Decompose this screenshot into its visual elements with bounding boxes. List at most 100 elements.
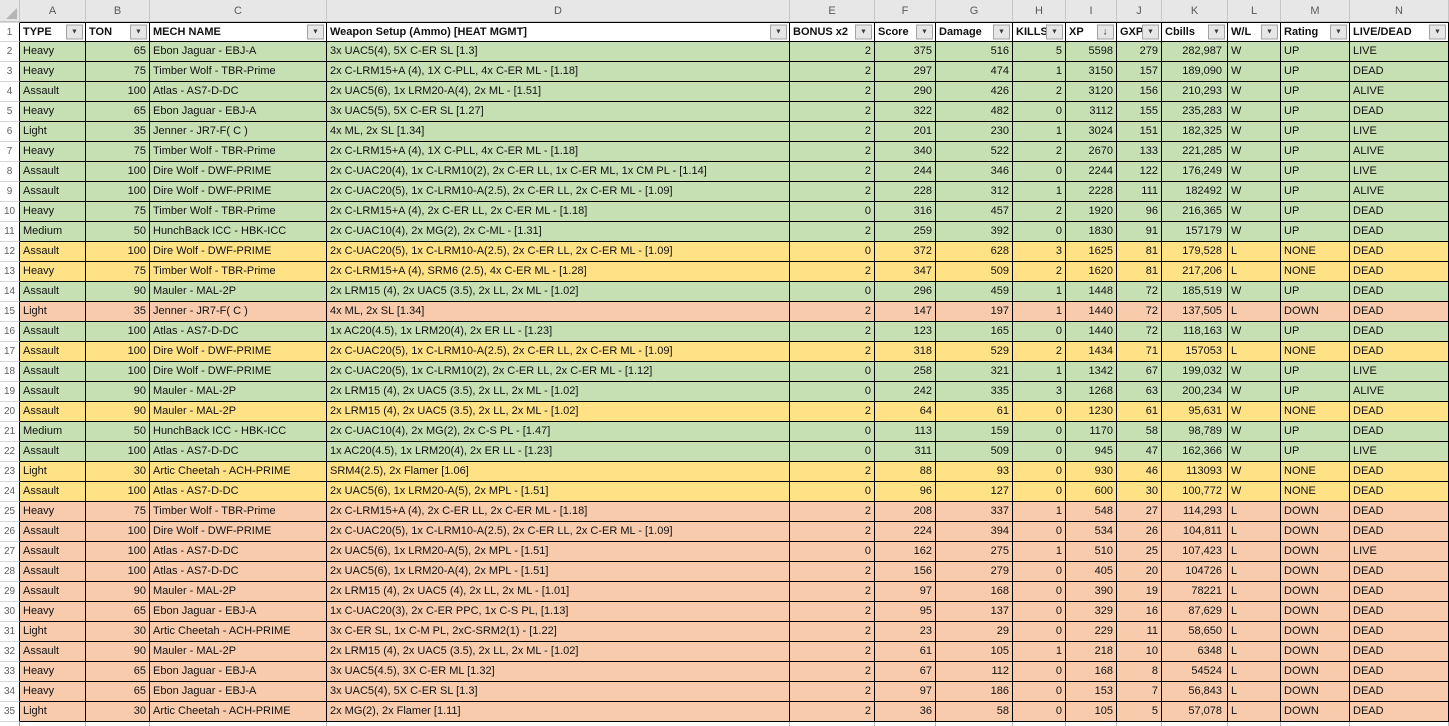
cell-kills[interactable]: 0 bbox=[1013, 102, 1066, 122]
cell-weapons[interactable]: SRM4(2.5), 2x Flamer [1.06] bbox=[327, 462, 790, 482]
cell-weapons[interactable]: 2x UAC5(6), 1x LRM20-A(4), 2x MPL - [1.5… bbox=[327, 562, 790, 582]
cell-bonus[interactable]: 2 bbox=[790, 102, 875, 122]
cell-weapons[interactable]: 2x UAC5(6), 1x LRM20-A(5), 2x MPL - [1.5… bbox=[327, 542, 790, 562]
cell-weapons[interactable]: 2x UAC5(6), 1x LRM20-A(4), 2x ML - [1.51… bbox=[327, 82, 790, 102]
cell-cbills[interactable]: 113093 bbox=[1162, 462, 1228, 482]
cell-bonus[interactable]: 2 bbox=[790, 302, 875, 322]
cell-xp[interactable]: 390 bbox=[1066, 582, 1117, 602]
cell-bonus[interactable]: 2 bbox=[790, 82, 875, 102]
cell-weapons[interactable]: 3x UAC5(5), 5X C-ER SL [1.27] bbox=[327, 102, 790, 122]
cell-xp[interactable]: 1830 bbox=[1066, 222, 1117, 242]
cell-type[interactable]: Heavy bbox=[20, 62, 86, 82]
cell-mech[interactable]: Timber Wolf - TBR-Prime bbox=[150, 262, 327, 282]
cell-type[interactable]: Assault bbox=[20, 82, 86, 102]
cell-wl[interactable]: W bbox=[1228, 422, 1281, 442]
mech-filter-button[interactable]: ▼ bbox=[307, 24, 324, 40]
cell-ton[interactable]: 100 bbox=[86, 342, 150, 362]
cell-live[interactable]: ALIVE bbox=[1350, 82, 1449, 102]
header-cell-rating[interactable]: Rating ▼ bbox=[1281, 22, 1350, 42]
cell-ton[interactable]: 65 bbox=[86, 662, 150, 682]
cell-bonus[interactable]: 2 bbox=[790, 662, 875, 682]
cell-wl[interactable]: W bbox=[1228, 482, 1281, 502]
cell-kills[interactable]: 0 bbox=[1013, 162, 1066, 182]
cell-kills[interactable]: 0 bbox=[1013, 602, 1066, 622]
cell-live[interactable]: ALIVE bbox=[1350, 142, 1449, 162]
cell-gxp[interactable]: 63 bbox=[1117, 382, 1162, 402]
cell-wl[interactable]: L bbox=[1228, 242, 1281, 262]
cell-weapons[interactable]: 2x LRM15 (4), 2x UAC5 (3.5), 2x LL, 2x M… bbox=[327, 282, 790, 302]
cell-weapons[interactable]: 3x UAC5(4.5), 3X C-ER ML [1.32] bbox=[327, 662, 790, 682]
cell-kills[interactable]: 0 bbox=[1013, 702, 1066, 722]
cell-rating[interactable]: NONE bbox=[1281, 242, 1350, 262]
cell-mech[interactable]: Mauler - MAL-2P bbox=[150, 382, 327, 402]
cell-bonus[interactable]: 2 bbox=[790, 322, 875, 342]
cell-kills[interactable]: 2 bbox=[1013, 82, 1066, 102]
cell-wl[interactable]: L bbox=[1228, 702, 1281, 722]
cell-gxp[interactable]: 72 bbox=[1117, 302, 1162, 322]
cell-weapons[interactable]: 3x UAC5(4), 5X C-ER SL [1.3] bbox=[327, 682, 790, 702]
cell-damage[interactable]: 321 bbox=[936, 362, 1013, 382]
cell-type[interactable]: Assault bbox=[20, 182, 86, 202]
cell-live[interactable]: DEAD bbox=[1350, 102, 1449, 122]
cell-bonus[interactable]: 2 bbox=[790, 622, 875, 642]
cell-type[interactable]: Heavy bbox=[20, 682, 86, 702]
cell-score[interactable]: 375 bbox=[875, 42, 936, 62]
cell-wl[interactable]: L bbox=[1228, 342, 1281, 362]
column-header-H[interactable]: H bbox=[1013, 0, 1066, 22]
cell-wl[interactable]: W bbox=[1228, 362, 1281, 382]
column-header-F[interactable]: F bbox=[875, 0, 936, 22]
cell-ton[interactable]: 90 bbox=[86, 282, 150, 302]
cell-kills[interactable]: 0 bbox=[1013, 482, 1066, 502]
cell-bonus[interactable]: 0 bbox=[790, 382, 875, 402]
cell-mech[interactable]: Dire Wolf - DWF-PRIME bbox=[150, 182, 327, 202]
cell-mech[interactable]: Dire Wolf - DWF-PRIME bbox=[150, 242, 327, 262]
cell-wl[interactable]: W bbox=[1228, 142, 1281, 162]
row-number[interactable]: 25 bbox=[0, 502, 20, 522]
row-number[interactable]: 9 bbox=[0, 182, 20, 202]
cell-score[interactable]: 123 bbox=[875, 322, 936, 342]
cell-bonus[interactable]: 0 bbox=[790, 482, 875, 502]
row-number[interactable]: 10 bbox=[0, 202, 20, 222]
cell-weapons[interactable]: 2x C-UAC20(5), 1x C-LRM10-A(2.5), 2x C-E… bbox=[327, 342, 790, 362]
cell-damage[interactable]: 392 bbox=[936, 222, 1013, 242]
cell-mech[interactable]: Mauler - MAL-2P bbox=[150, 582, 327, 602]
row-number[interactable]: 22 bbox=[0, 442, 20, 462]
cell-type[interactable]: Light bbox=[20, 302, 86, 322]
cell-gxp[interactable]: 72 bbox=[1117, 282, 1162, 302]
cell-mech[interactable]: Atlas - AS7-D-DC bbox=[150, 562, 327, 582]
cell-xp[interactable]: 930 bbox=[1066, 462, 1117, 482]
cell-damage[interactable]: 522 bbox=[936, 142, 1013, 162]
row-number[interactable]: 33 bbox=[0, 662, 20, 682]
cell-mech[interactable]: Timber Wolf - TBR-Prime bbox=[150, 202, 327, 222]
cell-damage[interactable]: 275 bbox=[936, 542, 1013, 562]
cell-mech[interactable]: Jenner - JR7-F( C ) bbox=[150, 302, 327, 322]
cell-xp[interactable]: 1230 bbox=[1066, 402, 1117, 422]
cell-weapons[interactable]: 2x C-UAC20(5), 1x C-LRM10-A(2.5), 2x C-E… bbox=[327, 182, 790, 202]
cell-bonus[interactable]: 2 bbox=[790, 42, 875, 62]
cell-cbills[interactable]: 217,206 bbox=[1162, 262, 1228, 282]
cell-rating[interactable]: UP bbox=[1281, 142, 1350, 162]
cell-score[interactable]: 95 bbox=[875, 602, 936, 622]
cell-xp[interactable]: 1920 bbox=[1066, 202, 1117, 222]
cell-type[interactable]: Assault bbox=[20, 562, 86, 582]
cell-rating[interactable]: UP bbox=[1281, 222, 1350, 242]
rating-filter-button[interactable]: ▼ bbox=[1330, 24, 1347, 40]
cell-bonus[interactable]: 2 bbox=[790, 522, 875, 542]
cell-live[interactable]: DEAD bbox=[1350, 282, 1449, 302]
cell-ton[interactable]: 35 bbox=[86, 122, 150, 142]
cell-score[interactable]: 88 bbox=[875, 462, 936, 482]
cell-bonus[interactable]: 0 bbox=[790, 542, 875, 562]
row-number[interactable]: 32 bbox=[0, 642, 20, 662]
cell-bonus[interactable]: 2 bbox=[790, 342, 875, 362]
cell-kills[interactable]: 0 bbox=[1013, 622, 1066, 642]
cell-rating[interactable]: UP bbox=[1281, 382, 1350, 402]
column-header-J[interactable]: J bbox=[1117, 0, 1162, 22]
header-cell-live[interactable]: LIVE/DEAD ▼ bbox=[1350, 22, 1449, 42]
cell-wl[interactable]: L bbox=[1228, 602, 1281, 622]
row-number[interactable]: 30 bbox=[0, 602, 20, 622]
cell-bonus[interactable]: 2 bbox=[790, 582, 875, 602]
cell-xp[interactable]: 5598 bbox=[1066, 42, 1117, 62]
cell-score[interactable]: 259 bbox=[875, 222, 936, 242]
header-cell-gxp[interactable]: GXP ▼ bbox=[1117, 22, 1162, 42]
cell-kills[interactable]: 0 bbox=[1013, 582, 1066, 602]
